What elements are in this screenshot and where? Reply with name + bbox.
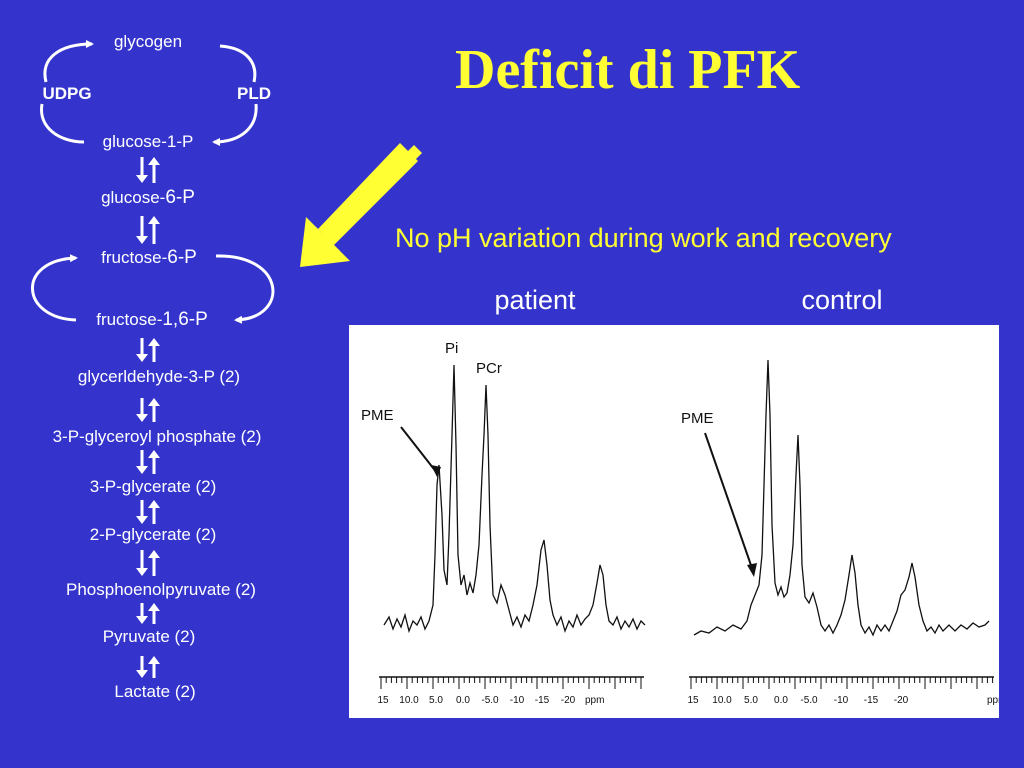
axis-tick-label: -10 xyxy=(510,695,525,706)
axis-tick-label: 5.0 xyxy=(744,695,758,706)
fructose-6-p-label: fructose-6-P xyxy=(101,247,197,268)
pathway-step: Pyruvate (2) xyxy=(102,627,196,646)
axis-tick-label: -15 xyxy=(864,695,879,706)
pathway-step: Lactate (2) xyxy=(114,682,196,701)
pld-label: PLD xyxy=(237,84,271,103)
nmr-spectra-figure: Pi PCr PME PME 15 10.0 5.0 0.0 -5.0 -10 -15 -20… xyxy=(361,340,1006,706)
axis-tick-label: -15 xyxy=(535,695,550,706)
reversible-step-arrows-icon xyxy=(136,550,160,576)
axis-tick-label: -5.0 xyxy=(481,695,499,706)
yellow-pointer-arrow-icon xyxy=(300,139,422,267)
axis-tick-label: 0.0 xyxy=(456,695,470,706)
udpg-label: UDPG xyxy=(42,84,92,103)
pme-control-label: PME xyxy=(681,410,714,427)
pme-patient-pointer xyxy=(400,426,438,474)
pathway-step: glycerldehyde-3-P (2) xyxy=(77,367,241,386)
axis-tick-label: 15 xyxy=(687,695,699,706)
pme-patient-label: PME xyxy=(361,407,394,424)
cycle-arrow-pld-lower xyxy=(212,103,258,146)
glucose-1-p-label: glucose-1-P xyxy=(102,132,194,151)
axis-tick-label: 10.0 xyxy=(712,695,732,706)
slide-title: Deficit di PFK xyxy=(455,39,801,101)
reversible-step-arrows-icon xyxy=(136,216,160,244)
control-spectrum-trace xyxy=(693,359,990,637)
axis-tick-label: 15 xyxy=(377,695,389,706)
axis-tick-label: -20 xyxy=(894,695,909,706)
axis-tick-label: 5.0 xyxy=(429,695,443,706)
axis-tick-label: 0.0 xyxy=(774,695,788,706)
cycle-arrow-fructose-right xyxy=(215,254,275,324)
pathway-step: 3-P-glycerate (2) xyxy=(89,477,217,496)
patient-spectrum-trace xyxy=(383,364,646,634)
pathway-step: 3-P-glyceroyl phosphate (2) xyxy=(52,427,262,446)
cycle-arrow-pld xyxy=(219,44,257,83)
glycogen-label: glycogen xyxy=(113,32,183,51)
axis-unit-label: ppm xyxy=(987,695,999,706)
reversible-step-arrows-icon xyxy=(136,398,160,422)
control-label: control xyxy=(801,285,883,315)
slide-subtitle: No pH variation during work and recovery xyxy=(395,223,892,253)
reversible-step-arrows-icon xyxy=(136,500,160,524)
reversible-step-arrows-icon xyxy=(136,157,160,183)
pathway-arrows xyxy=(31,40,275,678)
pme-control-pointer xyxy=(704,432,754,572)
nmr-spectra-panel: Pi PCr PME PME 15 10.0 5.0 0.0 -5.0 -10 -15 -20… xyxy=(349,325,1006,718)
axis-tick-label: -20 xyxy=(561,695,576,706)
cycle-arrow-udpg xyxy=(43,40,94,83)
reversible-step-arrows-icon xyxy=(136,338,160,362)
cycle-arrow-fructose-left xyxy=(31,254,78,322)
fructose-1-6-p-label: fructose-1,6-P xyxy=(96,309,208,330)
reversible-step-arrows-icon xyxy=(136,656,160,678)
axis-tick-label: -10 xyxy=(834,695,849,706)
pcr-peak-label: PCr xyxy=(476,360,502,377)
cycle-arrow-udpg-lower xyxy=(40,103,85,144)
patient-label: patient xyxy=(494,285,576,315)
glucose-6-p-label: glucose-6-P xyxy=(101,187,195,208)
reversible-step-arrows-icon xyxy=(136,450,160,474)
pathway-step: 2-P-glycerate (2) xyxy=(89,525,217,544)
pathway-step: Phosphoenolpyruvate (2) xyxy=(66,580,256,599)
axis-unit-label: ppm xyxy=(585,695,604,706)
axis-tick-label: 10.0 xyxy=(399,695,419,706)
reversible-step-arrows-icon xyxy=(136,603,160,624)
pi-peak-label: Pi xyxy=(445,340,458,357)
axis-tick-label: -5.0 xyxy=(800,695,818,706)
